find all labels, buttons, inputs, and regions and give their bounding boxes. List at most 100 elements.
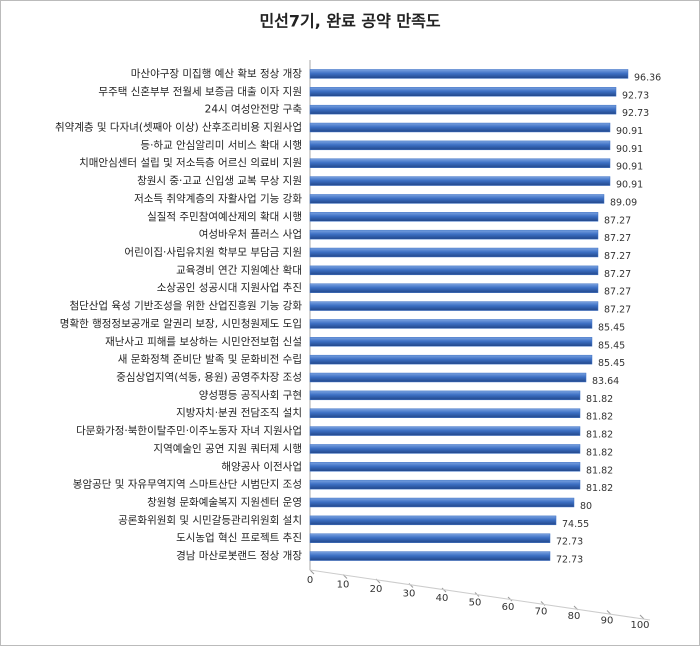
y-tick-label: 공론화위원회 및 시민갈등관리위원회 설치 <box>118 513 302 526</box>
bar <box>309 426 581 436</box>
y-tick-label: 다문화가정·북한이탈주민·이주노동자 자녀 지원사업 <box>76 424 302 437</box>
bar <box>309 533 551 543</box>
bar <box>309 354 593 365</box>
y-tick-label: 마산야구장 미집행 예산 확보 정상 개장 <box>131 67 303 80</box>
value-label: 85.45 <box>598 358 625 369</box>
value-label: 80 <box>580 501 592 512</box>
y-tick-label: 해양공사 이전사업 <box>221 460 302 473</box>
bar <box>309 194 605 204</box>
y-tick-label: 취약계층 및 다자녀(셋째아 이상) 산후조리비용 지원사업 <box>55 121 302 134</box>
y-tick-label: 무주택 신혼부부 전월세 보증금 대출 이자 지원 <box>98 85 302 98</box>
bar <box>309 176 611 186</box>
bar <box>309 212 599 222</box>
y-tick-label: 지역예술인 공연 지원 쿼터제 시행 <box>153 442 302 455</box>
floor-line <box>309 569 651 621</box>
bar <box>309 87 617 97</box>
bar <box>309 551 551 561</box>
bar <box>309 444 581 454</box>
x-tick-label: 100 <box>630 620 649 631</box>
value-label: 87.27 <box>604 215 631 226</box>
y-tick-label: 도시농업 혁신 프로젝트 추진 <box>176 531 302 544</box>
y-tick-label: 봉암공단 및 자유무역지역 스마트산단 시범단지 조성 <box>73 479 302 491</box>
y-tick-label: 중심상업지역(석동, 용원) 공영주차장 조성 <box>116 371 302 384</box>
y-tick-label: 어린이집·사립유치원 학부모 부담금 지원 <box>124 246 302 259</box>
value-label: 72.73 <box>556 537 583 548</box>
x-tick-label: 60 <box>502 602 515 613</box>
value-label: 92.73 <box>622 108 649 119</box>
y-tick-label: 교육경비 연간 지원예산 확대 <box>176 263 302 276</box>
bar <box>309 283 599 293</box>
value-label: 90.91 <box>616 144 643 155</box>
value-label: 81.82 <box>586 394 613 405</box>
x-tick-label: 10 <box>337 580 350 591</box>
y-tick-label: 양성평등 공직사회 구현 <box>199 389 302 401</box>
y-tick-label: 명확한 행정정보공개로 알권리 보장, 시민청원제도 도입 <box>60 317 302 330</box>
value-label: 81.82 <box>586 430 613 441</box>
x-tick-label: 90 <box>601 616 614 627</box>
value-label: 96.36 <box>634 72 661 83</box>
value-label: 85.45 <box>598 340 625 351</box>
y-tick-label: 24시 여성안전망 구축 <box>205 104 303 116</box>
y-tick-label: 저소득 취약계층의 자활사업 기능 강화 <box>134 192 302 205</box>
value-label: 81.82 <box>586 447 613 458</box>
value-label: 81.82 <box>586 483 613 494</box>
bar <box>309 337 593 347</box>
y-tick-label: 새 문화정책 준비단 발족 및 문화비전 수립 <box>118 353 302 366</box>
bar <box>309 104 617 115</box>
x-tick-label: 80 <box>568 611 581 622</box>
y-tick-label: 소상공인 성공시대 지원사업 추진 <box>157 281 302 294</box>
bar <box>309 319 593 329</box>
bar <box>309 158 611 168</box>
bar <box>309 140 611 151</box>
y-tick-label: 지방자치·분권 전담조직 설치 <box>176 407 302 419</box>
bar <box>309 122 611 133</box>
value-label: 87.27 <box>604 305 631 316</box>
x-tick-label: 20 <box>370 584 383 595</box>
bar <box>309 265 599 276</box>
y-tick-label: 창원형 문화예술복지 지원센터 운영 <box>147 496 302 509</box>
value-label: 81.82 <box>586 465 613 476</box>
value-label: 90.91 <box>616 180 643 191</box>
value-label: 87.27 <box>604 233 631 244</box>
value-label: 89.09 <box>610 197 637 208</box>
x-tick <box>639 614 645 620</box>
bar <box>309 515 557 526</box>
bar <box>309 390 581 401</box>
y-tick-label: 여성바우처 플러스 사업 <box>199 228 302 241</box>
bar <box>309 479 581 490</box>
y-tick-label: 실질적 주민참여예산제의 확대 시행 <box>147 210 302 223</box>
y-tick-label: 경남 마산로봇랜드 정상 개장 <box>176 549 302 562</box>
y-tick-label: 첨단산업 육성 기반조성을 위한 산업진흥원 기능 강화 <box>69 299 302 312</box>
x-tick-label: 40 <box>436 593 449 604</box>
value-label: 85.45 <box>598 322 625 333</box>
x-tick-label: 0 <box>307 575 313 586</box>
y-tick-label: 등·하교 안심알리미 서비스 확대 시행 <box>140 138 302 151</box>
bar <box>309 372 587 383</box>
value-label: 90.91 <box>616 126 643 137</box>
value-label: 90.91 <box>616 162 643 173</box>
y-tick-label: 재난사고 피해를 보상하는 시민안전보험 신설 <box>105 335 302 348</box>
bar <box>309 69 629 79</box>
value-label: 83.64 <box>592 376 619 387</box>
bar <box>309 497 575 508</box>
value-label: 87.27 <box>604 269 631 280</box>
value-label: 92.73 <box>622 90 649 101</box>
x-tick <box>309 569 315 575</box>
value-label: 81.82 <box>586 412 613 423</box>
x-tick-label: 70 <box>535 607 548 618</box>
y-tick-label: 창원시 중·고교 신입생 교복 무상 지원 <box>137 174 302 187</box>
bar <box>309 462 581 472</box>
bar <box>309 247 599 258</box>
y-tick-label: 치매안심센터 설립 및 저소득층 어르신 의료비 지원 <box>79 156 302 169</box>
bar <box>309 408 581 418</box>
value-label: 72.73 <box>556 555 583 566</box>
bar <box>309 229 599 240</box>
chart-title: 민선7기, 완료 공약 만족도 <box>259 12 440 31</box>
value-label: 87.27 <box>604 251 631 262</box>
value-label: 74.55 <box>562 519 589 530</box>
value-label: 87.27 <box>604 287 631 298</box>
bar <box>309 301 599 311</box>
x-tick-label: 30 <box>403 589 416 600</box>
x-tick-label: 50 <box>469 598 482 609</box>
